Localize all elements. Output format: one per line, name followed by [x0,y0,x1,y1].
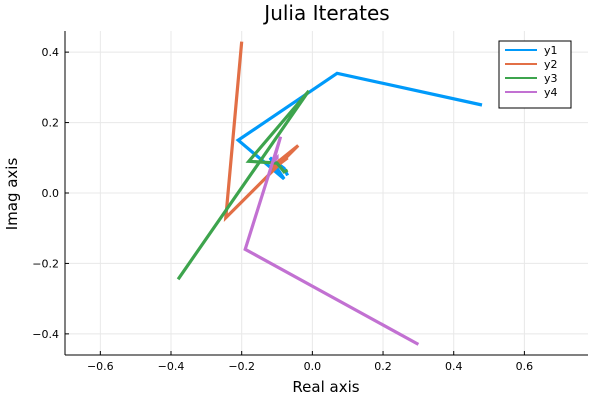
axes: −0.6 −0.4 −0.2 0.0 0.2 0.4 0.6 −0.4 −0.2 0.0 0.2 0.… [32,31,588,373]
legend-label-y3: y3 [544,72,558,85]
x-tick-label: 0.4 [445,360,463,373]
y-tick-label: −0.4 [32,328,59,341]
x-axis-label: Real axis [292,378,359,396]
y-tick-label: 0.2 [42,117,60,130]
x-tick-label: −0.6 [87,360,114,373]
x-tick-label: −0.4 [158,360,185,373]
x-tick-label: −0.2 [228,360,255,373]
y-tick-label: 0.0 [42,187,60,200]
y-tick-label: 0.4 [42,46,60,59]
legend-label-y1: y1 [544,44,558,57]
series-line-y1 [235,71,483,181]
series-line-y4 [243,136,420,346]
legend-label-y4: y4 [544,86,558,99]
legend-box [498,40,572,109]
series-line-y2 [223,41,300,222]
grid [65,31,588,355]
x-tick-label: 0.2 [374,360,392,373]
x-tick-label: 0.0 [304,360,322,373]
series-lines [176,41,483,346]
y-axis-label: Imag axis [3,158,21,231]
y-tick-label: −0.2 [32,257,59,270]
legend-label-y2: y2 [544,58,558,71]
x-tick-label: 0.6 [516,360,534,373]
series-line-y3 [176,89,311,281]
chart-title: Julia Iterates [262,1,389,25]
